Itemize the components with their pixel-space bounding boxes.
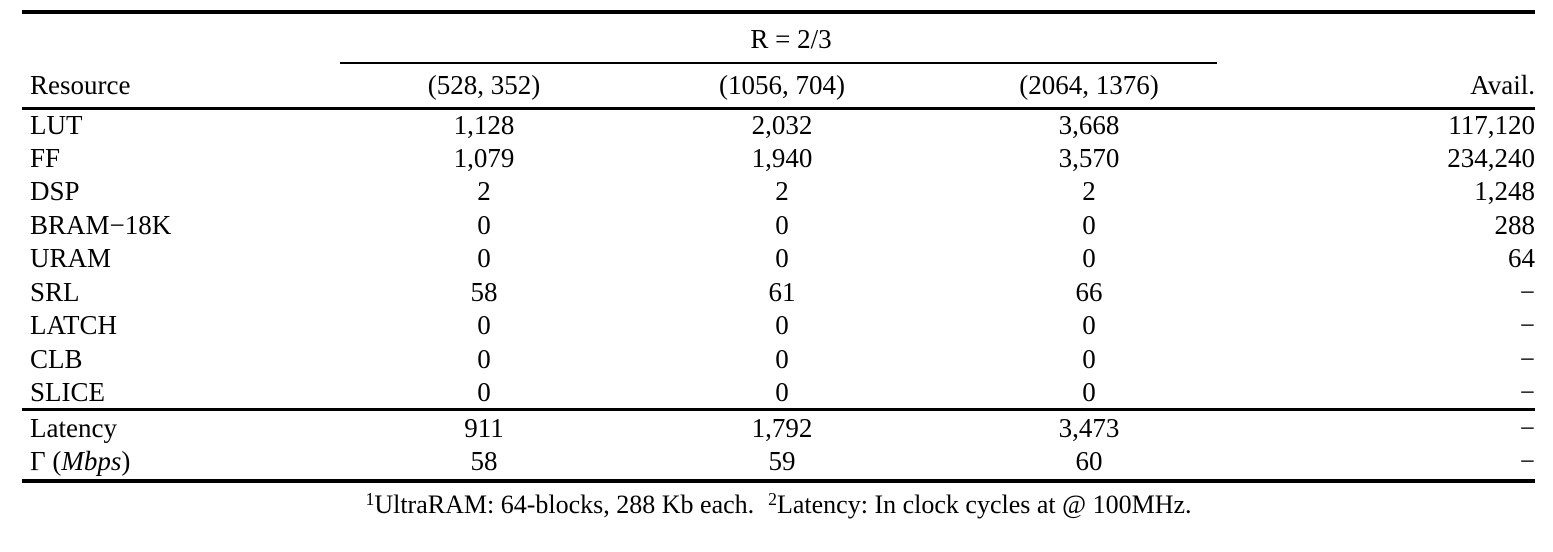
table-row-bram18k: BRAM−18K 0 0 0 288 xyxy=(22,209,1535,243)
cell-value: 1,079 xyxy=(453,142,515,173)
cell-value: 60 xyxy=(1075,446,1103,477)
cell-avail: − xyxy=(1519,276,1536,307)
cell-value: 0 xyxy=(1082,243,1096,274)
cell-value: 2 xyxy=(1082,176,1096,207)
footnote-1-text: UltraRAM: 64-blocks, 288 Kb each. xyxy=(374,489,755,519)
col-header-528-352: (528, 352) xyxy=(340,64,628,110)
cell-value: 0 xyxy=(1082,376,1096,407)
group-header-label: R = 2/3 xyxy=(750,23,832,54)
summary-rows: Latency 911 1,792 3,473 − Γ (Mbps) 58 59… xyxy=(22,408,1536,481)
group-header-cell: R = 2/3 xyxy=(340,12,1242,64)
cell-value: 0 xyxy=(1082,209,1096,240)
cell-value: 0 xyxy=(775,310,789,341)
cell-value: 3,473 xyxy=(936,408,1243,445)
resource-utilization-table: R = 2/3 Resource (528, 352) (1056, 704) … xyxy=(22,10,1536,483)
row-label: SRL xyxy=(30,276,80,307)
cell-value: 911 xyxy=(340,408,628,445)
cell-value: 0 xyxy=(477,343,491,374)
footnote-1-marker: 1 xyxy=(365,488,375,509)
cell-value: 0 xyxy=(775,243,789,274)
table-footnote: 1UltraRAM: 64-blocks, 288 Kb each. 2Laten… xyxy=(22,490,1535,520)
empty-cell xyxy=(22,12,340,64)
column-header-row: Resource (528, 352) (1056, 704) (2064, 1… xyxy=(22,64,1536,110)
cell-avail: 117,120 xyxy=(1448,110,1536,140)
cell-value: 0 xyxy=(477,310,491,341)
cell-avail: − xyxy=(1519,376,1536,407)
cell-avail: 64 xyxy=(1508,243,1536,274)
cell-value: 3,570 xyxy=(1058,142,1120,173)
group-header-row: R = 2/3 xyxy=(22,12,1535,64)
cell-value: 0 xyxy=(477,376,491,407)
cell-value: 1,940 xyxy=(751,142,813,173)
table-row-dsp: DSP 2 2 2 1,248 xyxy=(22,175,1535,209)
resource-rows: LUT 1,128 2,032 3,668 117,120 FF 1,079 1… xyxy=(22,108,1535,410)
cell-avail: − xyxy=(1519,310,1536,341)
cell-avail: 288 xyxy=(1494,209,1536,240)
cell-value: 3,668 xyxy=(1058,110,1120,140)
table-row-slice: SLICE 0 0 0 − xyxy=(22,376,1535,410)
row-label: LUT xyxy=(30,110,83,140)
cell-value: 2,032 xyxy=(751,110,813,140)
cell-avail: − xyxy=(1519,343,1536,374)
footnote-2-marker: 2 xyxy=(768,488,777,509)
cell-value: 58 xyxy=(470,446,498,477)
cell-value: 66 xyxy=(1075,276,1103,307)
gamma-symbol: Γ ( xyxy=(30,446,62,477)
cmidrule xyxy=(340,62,1218,64)
row-label: BRAM−18K xyxy=(30,209,172,240)
table-row-clb: CLB 0 0 0 − xyxy=(22,343,1535,377)
cell-value: 0 xyxy=(477,209,491,240)
cell-value: 0 xyxy=(775,209,789,240)
row-label: LATCH xyxy=(30,310,117,341)
table-row-throughput-gamma: Γ (Mbps) 58 59 60 − xyxy=(22,445,1535,481)
cell-value: 61 xyxy=(768,276,796,307)
cell-value: 59 xyxy=(768,446,796,477)
col-header-2064-1376: (2064, 1376) xyxy=(936,64,1243,110)
cell-value: 1,128 xyxy=(453,110,515,140)
cell-value: 1,792 xyxy=(628,408,936,445)
table-row-latency: Latency 911 1,792 3,473 − xyxy=(22,408,1536,445)
cell-value: 0 xyxy=(775,343,789,374)
cell-value: 0 xyxy=(1082,310,1096,341)
row-label: URAM xyxy=(30,243,112,274)
footnote-2-text: Latency: In clock cycles at @ 100MHz. xyxy=(777,489,1192,519)
row-label: FF xyxy=(30,142,61,173)
table-header: R = 2/3 Resource (528, 352) (1056, 704) … xyxy=(22,12,1536,110)
cell-value: 58 xyxy=(470,276,498,307)
mbps-unit: Mbps xyxy=(61,446,122,477)
row-label: DSP xyxy=(30,176,80,207)
cell-avail: 1,248 xyxy=(1474,176,1536,207)
cell-value: 2 xyxy=(775,176,789,207)
cell-value: 2 xyxy=(477,176,491,207)
row-label: Γ (Mbps) xyxy=(22,445,340,481)
cell-value: 0 xyxy=(477,243,491,274)
table-row-ff: FF 1,079 1,940 3,570 234,240 xyxy=(22,142,1535,176)
row-label: SLICE xyxy=(30,376,106,407)
table-row-uram: URAM 0 0 0 64 xyxy=(22,242,1535,276)
col-header-1056-704: (1056, 704) xyxy=(628,64,936,110)
table-row-lut: LUT 1,128 2,032 3,668 117,120 xyxy=(22,108,1535,142)
label-suffix: ) xyxy=(121,446,131,477)
table-row-srl: SRL 58 61 66 − xyxy=(22,276,1535,310)
cell-avail: 234,240 xyxy=(1447,142,1536,173)
cell-avail: − xyxy=(1242,408,1536,445)
cell-value: 0 xyxy=(775,376,789,407)
row-label: CLB xyxy=(30,343,83,374)
cell-value: 0 xyxy=(1082,343,1096,374)
row-label: Latency xyxy=(22,408,340,445)
table-row-latch: LATCH 0 0 0 − xyxy=(22,309,1535,343)
col-header-resource: Resource xyxy=(22,64,340,110)
empty-cell xyxy=(1242,12,1535,64)
paper-table-figure: R = 2/3 Resource (528, 352) (1056, 704) … xyxy=(0,10,1553,552)
cell-avail: − xyxy=(1519,446,1536,477)
col-header-avail: Avail. xyxy=(1242,64,1536,110)
